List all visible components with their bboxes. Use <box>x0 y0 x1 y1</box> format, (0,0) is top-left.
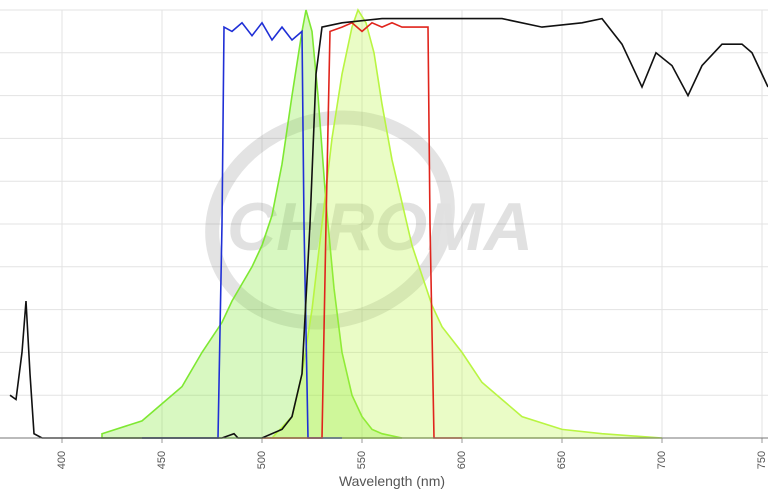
grid <box>0 9 768 439</box>
line <box>142 21 342 439</box>
watermark-ring <box>205 110 455 330</box>
x-axis-label: Wavelength (nm) <box>339 473 445 489</box>
x-tick-label: 500 <box>256 451 268 469</box>
x-tick-label: 450 <box>156 451 168 469</box>
watermark: CHROMA <box>205 110 533 330</box>
x-tick-label: 600 <box>456 451 468 469</box>
area <box>101 9 403 439</box>
x-tick-label: 650 <box>556 451 568 469</box>
watermark-text: CHROMA <box>227 189 533 265</box>
area <box>270 8 663 439</box>
x-tick-label: 400 <box>56 451 68 469</box>
x-tick-label: 550 <box>356 451 368 469</box>
line <box>9 17 768 439</box>
x-tick-label: 700 <box>656 451 668 469</box>
x-tick-label: 750 <box>756 451 768 469</box>
line <box>262 21 462 439</box>
